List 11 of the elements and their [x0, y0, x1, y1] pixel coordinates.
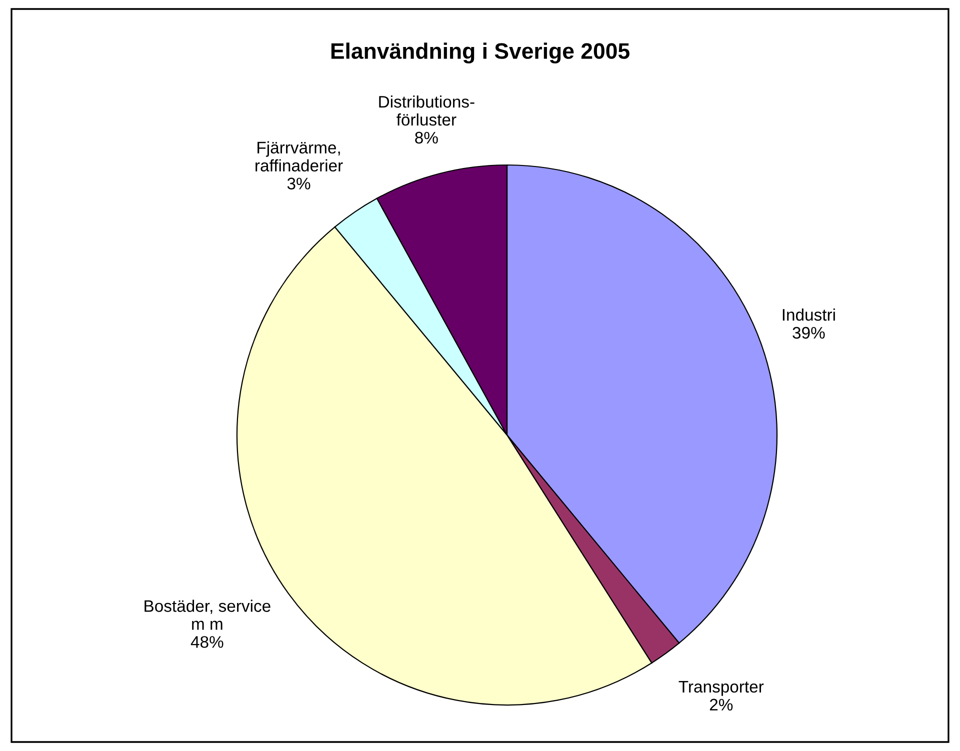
data-label: 2% — [710, 698, 733, 711]
chart-title: Elanvändning i Sverige 2005 — [331, 42, 630, 64]
slice-label: Transporter — [678, 680, 764, 696]
data-label: 8% — [415, 132, 438, 144]
data-label: 48% — [190, 636, 224, 648]
slice-label: Distributions- förluster — [379, 95, 474, 126]
data-label: 3% — [287, 178, 310, 190]
slice-label: Industri — [782, 308, 835, 321]
slice-label: Fjärrvärme, raffinaderier — [256, 141, 343, 172]
data-label: 39% — [792, 326, 825, 339]
slice-label: Bostäder, service m m — [144, 600, 270, 630]
